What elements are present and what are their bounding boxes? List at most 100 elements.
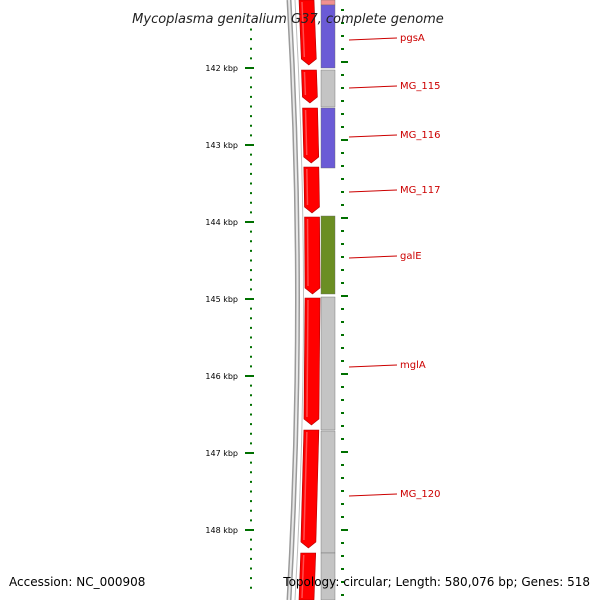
cog-block — [320, 4, 336, 69]
scale-minor-tick — [250, 317, 252, 320]
scale-minor-tick — [250, 115, 252, 118]
scale-minor-tick — [250, 471, 252, 474]
scale-minor-tick — [250, 172, 252, 175]
gene-labels: pgsA MG_115 MG_116 MG_117 galE mglA MG_120 — [348, 33, 440, 500]
gene-label-mg_115: MG_115 — [400, 81, 440, 92]
arrow-shine — [301, 1, 306, 58]
scale-minor-tick — [250, 192, 252, 195]
scale-tick-label: 143 kbp — [205, 141, 238, 150]
gene-label-pgsa: pgsA — [400, 33, 425, 44]
arrow-shine — [304, 109, 308, 156]
scale-minor-tick — [250, 211, 252, 214]
scale-minor-tick — [250, 509, 252, 512]
scale-minor-tick — [250, 76, 252, 79]
gene-label-mg_117: MG_117 — [400, 185, 440, 196]
scale-minor-tick — [250, 124, 252, 127]
gene-label-mg_116: MG_116 — [400, 130, 440, 141]
scale-minor-tick — [250, 278, 252, 281]
scale-minor-tick — [250, 240, 252, 243]
forward-strand-track — [298, 0, 321, 600]
scale-minor-tick — [250, 182, 252, 185]
scale-minor-tick — [250, 105, 252, 108]
scale-minor-tick — [250, 38, 252, 41]
scale-minor-tick — [250, 480, 252, 483]
cog-block — [320, 107, 336, 169]
backbone-highlight — [288, 0, 299, 600]
scale-minor-tick — [250, 95, 252, 98]
scale-minor-tick — [250, 269, 252, 272]
scale-minor-tick — [250, 288, 252, 291]
scale-tick-label: 145 kbp — [205, 295, 238, 304]
scale-tick-label: 148 kbp — [205, 526, 238, 535]
cog-block — [320, 215, 336, 295]
gene-label-line — [348, 364, 398, 368]
scale-minor-tick — [250, 249, 252, 252]
scale-minor-tick — [250, 201, 252, 204]
cog-block — [320, 552, 336, 600]
arrow-shine — [301, 554, 305, 599]
arrow-shine — [303, 71, 307, 96]
gene-label-line — [348, 255, 398, 259]
scale-minor-tick — [250, 403, 252, 406]
scale-tick-label: 142 kbp — [205, 64, 238, 73]
cog-block — [320, 430, 336, 554]
scale-minor-tick — [250, 86, 252, 89]
scale-minor-tick — [250, 432, 252, 435]
arrow-shine — [306, 168, 309, 206]
gene-label-mgla: mglA — [400, 360, 426, 371]
gene-label-line — [348, 134, 398, 138]
scale-minor-tick — [250, 307, 252, 310]
scale-minor-tick — [250, 567, 252, 570]
scale-minor-tick — [250, 490, 252, 493]
right-ruler — [341, 9, 348, 596]
scale-minor-tick — [250, 577, 252, 580]
scale-minor-tick — [250, 365, 252, 368]
scale-minor-tick — [250, 586, 252, 589]
accession-text: Accession: NC_000908 — [9, 575, 145, 589]
scale-minor-tick — [250, 230, 252, 233]
gene-label-line — [348, 85, 398, 89]
scale-minor-tick — [250, 57, 252, 60]
scale-tick-label: 144 kbp — [205, 218, 238, 227]
scale-minor-tick — [250, 442, 252, 445]
cog-block — [320, 69, 336, 108]
scale-minor-tick — [250, 163, 252, 166]
scale-minor-tick — [250, 461, 252, 464]
scale-minor-tick — [250, 134, 252, 137]
cog-block — [320, 296, 336, 431]
scale-minor-tick — [250, 413, 252, 416]
scale-tick-label: 147 kbp — [205, 449, 238, 458]
scale-minor-tick — [250, 384, 252, 387]
scale-minor-tick — [250, 355, 252, 358]
genome-backbone — [286, 0, 304, 600]
backbone-inner — [294, 0, 304, 600]
gene-label-mg_120: MG_120 — [400, 489, 440, 500]
scale-minor-tick — [250, 423, 252, 426]
map-title: Mycoplasma genitalium G37, complete geno… — [132, 12, 444, 27]
scale-minor-tick — [250, 394, 252, 397]
gene-label-line — [348, 189, 398, 193]
gene-label-line — [348, 493, 398, 497]
scale-minor-tick — [250, 153, 252, 156]
scale-minor-tick — [250, 326, 252, 329]
arrow-shine — [306, 299, 309, 418]
scale-minor-tick — [250, 259, 252, 262]
cog-track — [320, 0, 336, 600]
scale-minor-tick — [250, 47, 252, 50]
scale-minor-tick — [250, 519, 252, 522]
scale-minor-tick — [250, 557, 252, 560]
scale-minor-tick — [250, 500, 252, 503]
scale-minor-tick — [250, 538, 252, 541]
scale-minor-tick — [250, 336, 252, 339]
scale-tick-label: 146 kbp — [205, 372, 238, 381]
scale-minor-tick — [250, 28, 252, 31]
scale-minor-tick — [250, 548, 252, 551]
genome-summary-text: Topology: circular; Length: 580,076 bp; … — [282, 575, 590, 589]
gene-label-line — [348, 37, 398, 41]
scale-minor-tick — [250, 346, 252, 349]
cog-block — [320, 0, 336, 6]
arrow-shine — [303, 431, 308, 541]
scale-ruler: 142 kbp 143 kbp 144 kbp 145 kbp 146 kbp 147 k… — [205, 28, 254, 589]
gene-label-gale: galE — [400, 251, 422, 262]
